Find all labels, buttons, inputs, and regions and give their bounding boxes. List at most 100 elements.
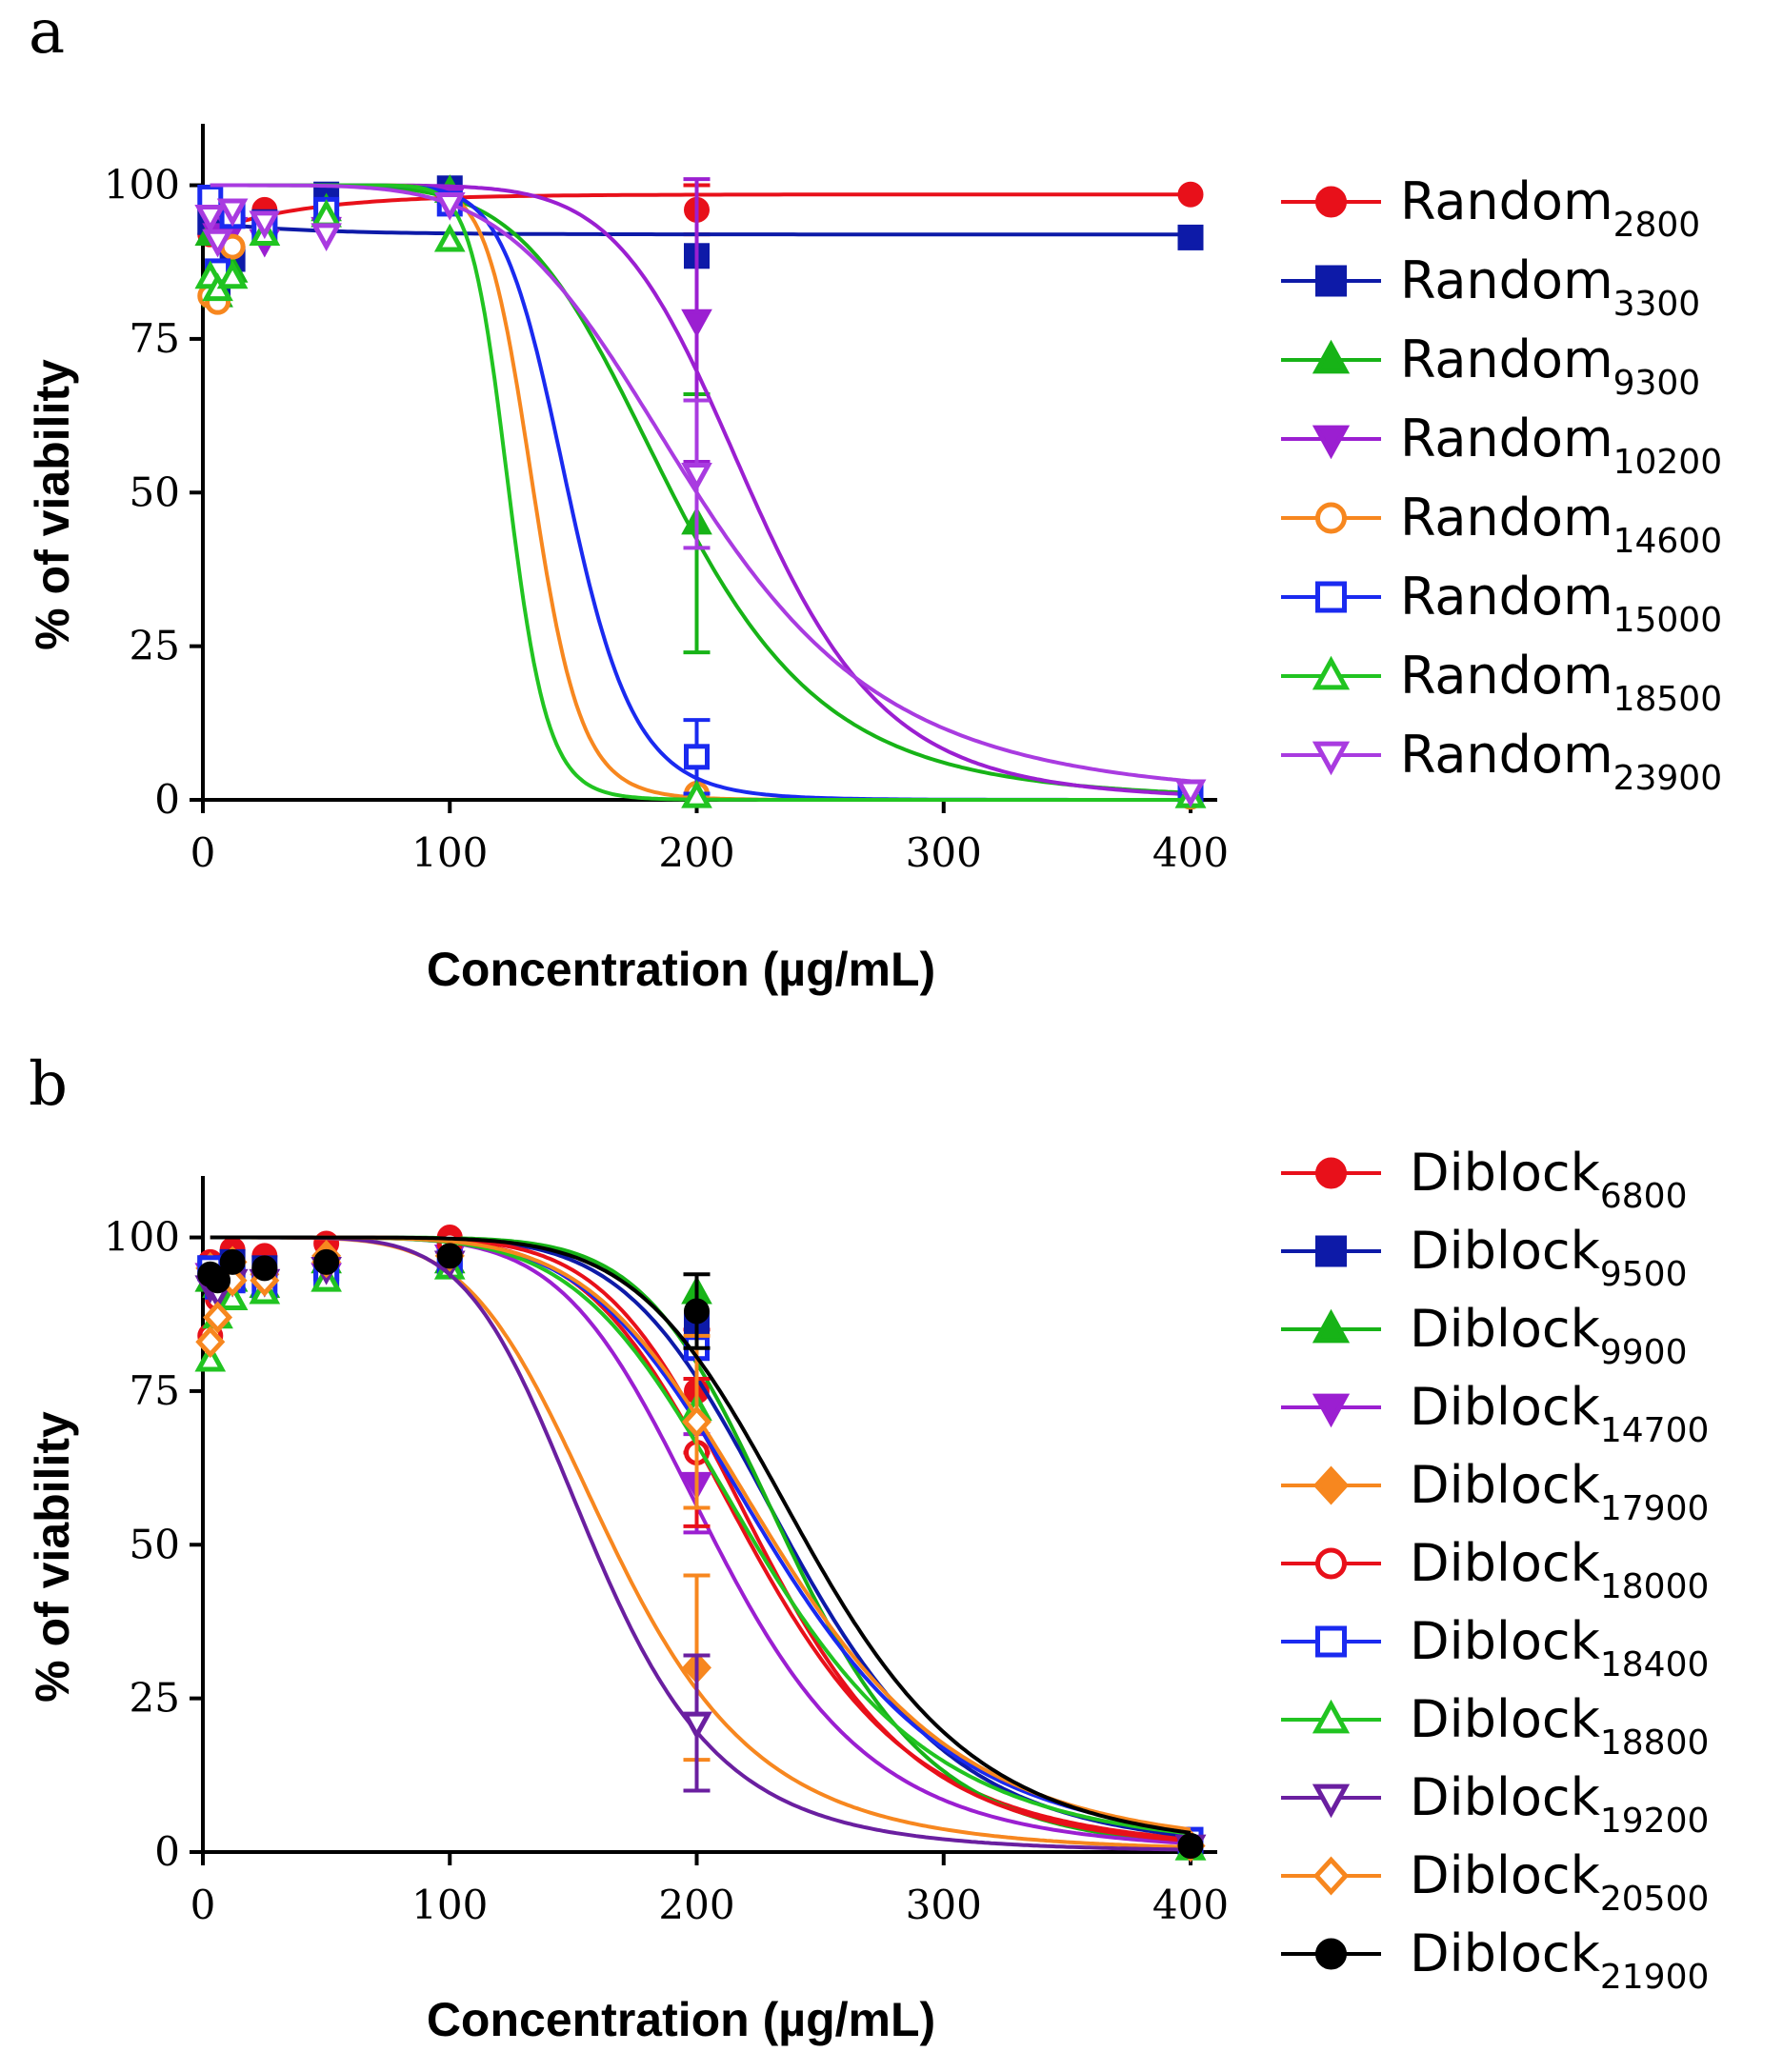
legend-label: Random23900 <box>1400 725 1722 798</box>
y-tick-label: 25 <box>130 623 180 669</box>
legend-label-subscript: 14600 <box>1613 522 1723 561</box>
legend-label: Random18500 <box>1400 646 1722 719</box>
legend-label: Diblock20500 <box>1410 1845 1709 1919</box>
x-tick-label: 0 <box>190 829 216 876</box>
data-point <box>203 1301 233 1334</box>
legend-label-subscript: 21900 <box>1600 1958 1710 1997</box>
fit-curve <box>210 192 1191 234</box>
y-tick-label: 75 <box>130 315 180 362</box>
data-point <box>436 1243 463 1269</box>
y-tick-label: 25 <box>130 1675 180 1722</box>
legend-marker <box>1312 339 1351 374</box>
legend-entry-diblock-17900: Diblock17900 <box>1281 1455 1709 1528</box>
legend-label: Diblock19200 <box>1410 1767 1709 1841</box>
x-axis-title-b: Concentration (µg/mL) <box>427 1993 935 2046</box>
data-point <box>202 229 233 258</box>
legend-label-name: Random <box>1400 567 1613 627</box>
legend-marker <box>1312 1699 1351 1734</box>
x-tick-label: 0 <box>190 1882 216 1928</box>
legend-entry-random-10200: Random10200 <box>1281 408 1722 482</box>
legend-label-name: Diblock <box>1410 1923 1601 1983</box>
data-point <box>216 260 249 289</box>
data-point <box>681 463 712 491</box>
series-random-15000 <box>197 183 1204 807</box>
y-tick-label: 0 <box>154 776 180 823</box>
legend-label-name: Diblock <box>1410 1143 1601 1203</box>
legend-entry-diblock-9500: Diblock9500 <box>1281 1221 1688 1294</box>
legend-b: Diblock6800Diblock9500Diblock9900Diblock… <box>1281 1143 1709 1997</box>
legend-entry-random-3300: Random3300 <box>1281 250 1700 324</box>
legend-label-subscript: 18000 <box>1600 1567 1710 1606</box>
legend-label-name: Diblock <box>1410 1221 1601 1281</box>
legend-label: Diblock18400 <box>1410 1611 1709 1684</box>
fit-curve <box>210 183 1191 802</box>
data-point <box>681 1711 712 1741</box>
x-tick-label: 100 <box>411 1882 488 1928</box>
fit-curve <box>210 183 1192 795</box>
legend-marker <box>1315 186 1347 218</box>
legend-entry-random-9300: Random9300 <box>1281 329 1700 403</box>
legend-marker <box>1315 581 1347 613</box>
data-point <box>682 1405 711 1439</box>
legend-entry-diblock-21900: Diblock21900 <box>1281 1923 1709 1997</box>
x-axis-title-a: Concentration (µg/mL) <box>427 943 935 996</box>
data-point <box>433 192 466 221</box>
legend-entry-diblock-18400: Diblock18400 <box>1281 1611 1709 1684</box>
y-axis-title-b: % of viability <box>26 1411 79 1703</box>
legend-label-subscript: 9900 <box>1600 1333 1688 1372</box>
legend-marker <box>1312 425 1351 460</box>
y-tick-label: 50 <box>130 468 180 515</box>
series-random-23900 <box>194 183 1207 808</box>
x-tick-label: 100 <box>411 829 488 876</box>
legend-label-subscript: 18800 <box>1600 1723 1710 1763</box>
data-point <box>433 223 466 252</box>
legend-label: Diblock18000 <box>1410 1533 1709 1606</box>
legend-marker <box>1315 1235 1347 1267</box>
legend-label-name: Random <box>1400 725 1613 785</box>
legend-label-name: Diblock <box>1410 1845 1601 1905</box>
legend-label-name: Diblock <box>1410 1533 1601 1593</box>
legend-entry-random-15000: Random15000 <box>1281 567 1722 640</box>
series-random-10200 <box>194 177 1207 808</box>
y-tick-label: 100 <box>104 162 180 209</box>
data-point <box>249 210 281 240</box>
legend-label-name: Random <box>1400 250 1613 310</box>
series-random-9300 <box>194 174 1207 808</box>
panel-label-a: a <box>29 0 65 68</box>
legend-label-name: Diblock <box>1410 1455 1601 1515</box>
legend-label-subscript: 15000 <box>1613 601 1723 640</box>
legend-label-name: Random <box>1400 171 1613 231</box>
legend-marker <box>1312 1465 1350 1505</box>
legend-label: Diblock9500 <box>1410 1221 1688 1294</box>
legend-label-name: Diblock <box>1410 1689 1601 1749</box>
data-point <box>1174 779 1207 808</box>
legend-entry-random-2800: Random2800 <box>1281 171 1700 245</box>
legend-label: Random14600 <box>1400 488 1722 561</box>
data-point <box>216 198 249 228</box>
panel-label-b: b <box>29 1049 68 1120</box>
legend-label: Random9300 <box>1400 329 1700 403</box>
legend-marker <box>1312 1856 1350 1896</box>
fit-curve <box>210 183 1192 797</box>
x-tick-label: 200 <box>658 829 734 876</box>
legend-a: Random2800Random3300Random9300Random1020… <box>1281 171 1722 798</box>
legend-entry-diblock-9900: Diblock9900 <box>1281 1299 1688 1372</box>
legend-entry-random-23900: Random23900 <box>1281 725 1722 798</box>
legend-label-name: Diblock <box>1410 1377 1601 1437</box>
data-point <box>681 779 712 808</box>
data-point <box>684 1298 710 1325</box>
legend-label-subscript: 9300 <box>1613 364 1701 403</box>
legend-label: Diblock18800 <box>1410 1689 1709 1763</box>
x-tick-label: 300 <box>906 1882 982 1928</box>
fit-curve <box>210 221 1191 237</box>
legend-label-subscript: 18500 <box>1613 680 1723 719</box>
panel-b: b 0 25 50 75 100 0 100 200 300 400 Concentration … <box>26 1049 1709 2046</box>
legend-marker <box>1315 1625 1347 1658</box>
legend-entry-random-18500: Random18500 <box>1281 646 1722 719</box>
legend-marker <box>1315 265 1347 297</box>
legend-label-subscript: 10200 <box>1613 443 1723 482</box>
legend-entry-random-14600: Random14600 <box>1281 488 1722 561</box>
legend-label-name: Random <box>1400 646 1613 706</box>
legend-entry-diblock-14700: Diblock14700 <box>1281 1377 1709 1450</box>
